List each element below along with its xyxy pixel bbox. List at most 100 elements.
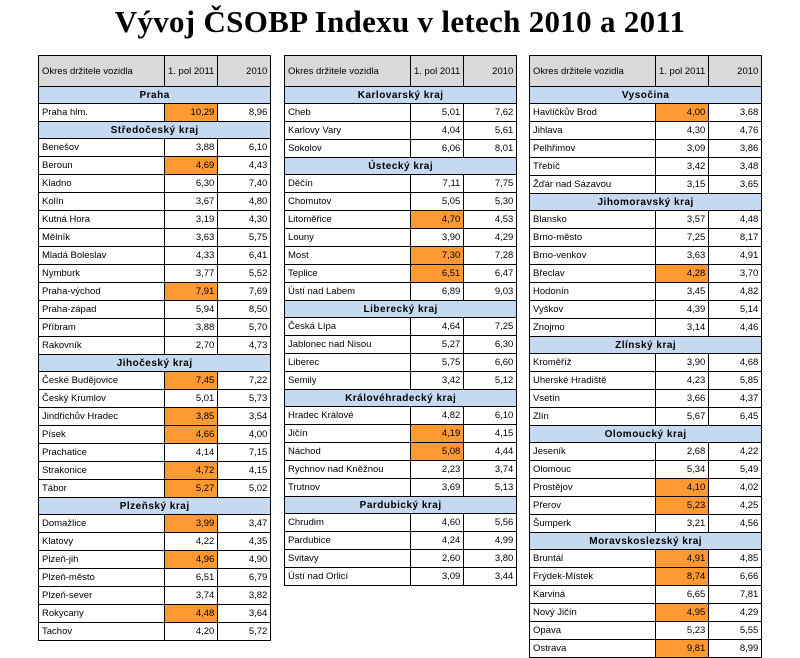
value-2010: 3,47 [217,514,272,533]
district-name: Mělník [38,228,165,247]
value-2011: 3,09 [654,139,710,158]
value-2011: 7,30 [409,246,465,265]
region-header-row: Královéhradecký kraj [283,389,518,407]
table-row: Olomouc 5,34 5,49 [529,460,763,479]
district-table-moravia: Okres držitele vozidla 1. pol 2011 2010 … [528,55,763,658]
value-2011: 5,34 [654,460,710,479]
district-name: Vsetín [529,389,656,408]
value-2011: 3,74 [163,586,219,605]
table-row: Teplice 6,51 6,47 [284,264,518,283]
table-row: Plzeň-město 6,51 6,79 [38,568,272,587]
value-2010: 8,17 [708,228,763,247]
value-2011: 5,23 [654,621,710,640]
header-2011: 1. pol 2011 [409,55,465,87]
value-2011: 3,42 [654,157,710,176]
region-header-row: Jihomoravský kraj [528,193,763,211]
value-2011: 4,10 [654,478,710,497]
district-name: Klatovy [38,532,165,551]
value-2010: 8,99 [708,639,763,658]
value-2010: 6,79 [217,568,272,587]
table-row: Brno-město 7,25 8,17 [529,228,763,247]
value-2011: 3,19 [163,210,219,229]
value-2010: 5,14 [708,300,763,319]
region-name: Praha [37,86,272,104]
value-2011: 4,48 [163,604,219,623]
district-name: Praha-západ [38,300,165,319]
table-row: Prostějov 4,10 4,02 [529,478,763,497]
value-2011: 3,15 [654,175,710,194]
value-2010: 4,99 [463,531,518,550]
value-2010: 7,62 [463,103,518,122]
value-2011: 7,91 [163,282,219,301]
region-name: Karlovarský kraj [283,86,518,104]
district-name: Jablonec nad Nisou [284,335,411,354]
region-name: Plzeňský kraj [37,497,272,515]
district-name: Písek [38,425,165,444]
value-2010: 7,75 [463,174,518,193]
district-name: Svitavy [284,549,411,568]
region-header-row: Olomoucký kraj [528,425,763,443]
region-header-row: Moravskoslezský kraj [528,532,763,550]
district-name: Olomouc [529,460,656,479]
value-2010: 3,70 [708,264,763,283]
value-2011: 3,63 [163,228,219,247]
district-name: Rokycany [38,604,165,623]
table-header-row: Okres držitele vozidla 1. pol 2011 2010 [38,55,272,87]
value-2010: 6,10 [463,406,518,425]
table-row: Klatovy 4,22 4,35 [38,532,272,551]
value-2010: 5,72 [217,622,272,641]
table-row: Litoměřice 4,70 4,53 [284,210,518,229]
region-name: Středočeský kraj [37,121,272,139]
table-row: Mělník 3,63 5,75 [38,228,272,247]
value-2010: 7,81 [708,585,763,604]
value-2010: 3,54 [217,407,272,426]
value-2010: 4,15 [463,424,518,443]
value-2011: 4,14 [163,443,219,462]
district-name: České Budějovice [38,371,165,390]
value-2011: 2,68 [654,442,710,461]
value-2011: 4,95 [654,603,710,622]
value-2011: 5,67 [654,407,710,426]
value-2011: 5,05 [409,192,465,211]
table-row: Nový Jičín 4,95 4,29 [529,603,763,622]
value-2011: 4,39 [654,300,710,319]
district-name: Nymburk [38,264,165,283]
value-2011: 4,72 [163,461,219,480]
district-name: Benešov [38,138,165,157]
value-2011: 8,74 [654,567,710,586]
value-2010: 7,22 [217,371,272,390]
district-name: Náchod [284,442,411,461]
value-2010: 6,60 [463,353,518,372]
district-name: Tábor [38,479,165,498]
district-name: Kladno [38,174,165,193]
district-name: Louny [284,228,411,247]
value-2010: 4,22 [708,442,763,461]
district-name: Plzeň-město [38,568,165,587]
table-row: Frýdek-Místek 8,74 6,66 [529,567,763,586]
table-header-row: Okres držitele vozidla 1. pol 2011 2010 [284,55,518,87]
value-2011: 6,06 [409,139,465,158]
district-name: Přerov [529,496,656,515]
value-2010: 4,56 [708,514,763,533]
district-name: Pardubice [284,531,411,550]
value-2011: 4,23 [654,371,710,390]
value-2010: 7,40 [217,174,272,193]
table-row: Vyškov 4,39 5,14 [529,300,763,319]
district-name: Brno-město [529,228,656,247]
table-row: Žďár nad Sázavou 3,15 3,65 [529,175,763,194]
district-name: Tachov [38,622,165,641]
value-2011: 6,51 [409,264,465,283]
value-2011: 3,88 [163,318,219,337]
region-name: Liberecký kraj [283,300,518,318]
district-name: Chrudim [284,513,411,532]
district-name: Ostrava [529,639,656,658]
table-row: Šumperk 3,21 4,56 [529,514,763,533]
table-row: Přerov 5,23 4,25 [529,496,763,515]
value-2011: 5,75 [409,353,465,372]
value-2010: 3,74 [463,460,518,479]
district-name: Trutnov [284,478,411,497]
table-row: Rakovník 2,70 4,73 [38,336,272,355]
value-2010: 4,73 [217,336,272,355]
table-row: Kladno 6,30 7,40 [38,174,272,193]
district-name: Beroun [38,156,165,175]
